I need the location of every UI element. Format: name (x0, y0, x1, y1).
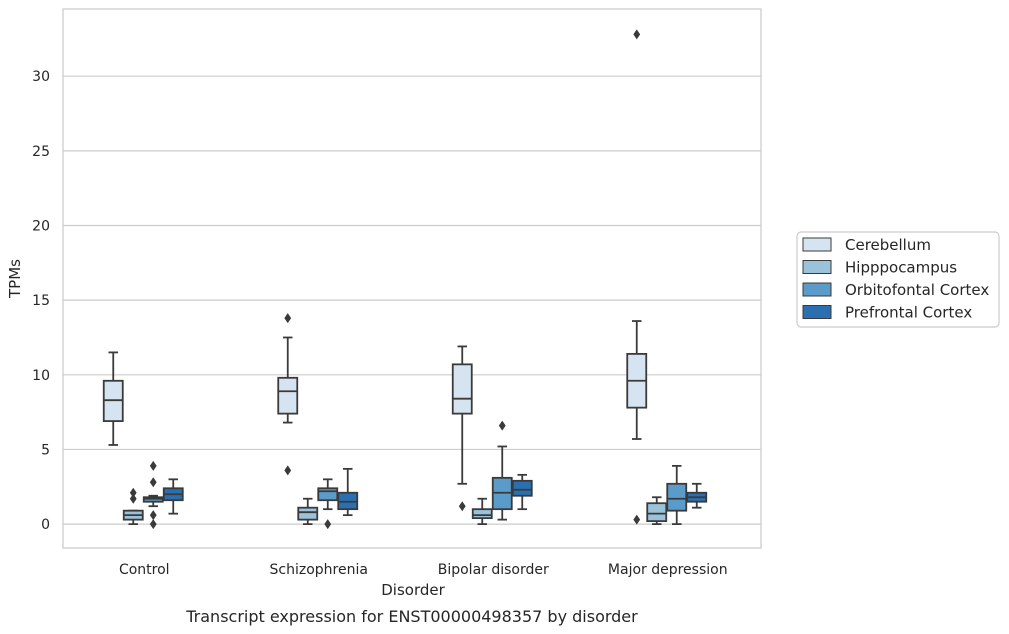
legend-label: Orbitofontal Cortex (845, 281, 989, 299)
y-tick-label: 5 (41, 442, 50, 458)
legend-swatch (802, 237, 832, 252)
outlier-point (129, 493, 137, 504)
x-tick-label: Control (119, 562, 170, 578)
box-iqr (666, 482, 688, 512)
y-tick-labels: 0 5 10 15 20 25 30 (32, 69, 50, 533)
outlier-point (149, 519, 157, 530)
box-orbitofontal-cortex (491, 420, 513, 521)
legend: Cerebellum Hipppocampus Orbitofontal Corte… (796, 231, 1000, 328)
box-hipppocampus (646, 496, 668, 526)
x-tick-label: Major depression (608, 562, 728, 578)
outlier-point (149, 460, 157, 471)
legend-label: Prefrontal Cortex (845, 304, 972, 322)
plot-frame (62, 8, 762, 549)
box-hipppocampus (297, 497, 319, 526)
legend-swatch (802, 260, 832, 274)
y-tick-label: 20 (32, 218, 50, 234)
outlier-point (458, 501, 466, 512)
boxes (102, 29, 708, 530)
y-tick-label: 0 (41, 517, 50, 533)
box-iqr (277, 376, 299, 415)
box-orbitofontal-cortex (317, 478, 339, 530)
box-iqr (646, 502, 668, 523)
box-prefrontal-cortex (511, 473, 533, 511)
y-tick-label: 10 (32, 368, 50, 384)
chart-caption: Transcript expression for ENST0000049835… (185, 607, 638, 626)
box-prefrontal-cortex (162, 478, 184, 515)
outlier-point (149, 477, 157, 488)
y-tick-label: 15 (32, 293, 50, 309)
outlier-point (284, 465, 292, 476)
outlier-point (633, 29, 641, 40)
legend-label: Hipppocampus (845, 259, 957, 277)
x-axis-label: Disorder (381, 581, 445, 599)
outlier-point (633, 514, 641, 525)
box-iqr (451, 363, 473, 415)
outlier-point (284, 313, 292, 324)
box-orbitofontal-cortex (142, 460, 164, 530)
y-tick-label: 25 (32, 144, 50, 160)
legend-swatch (802, 282, 832, 297)
box-hipppocampus (471, 497, 493, 526)
gridlines (63, 75, 761, 525)
outlier-point (149, 510, 157, 521)
box-hipppocampus (122, 487, 144, 526)
outlier-point (498, 420, 506, 431)
box-orbitofontal-cortex (666, 464, 688, 526)
box-iqr (317, 487, 339, 502)
x-tick-label: Bipolar disorder (438, 562, 549, 578)
box-cerebellum (102, 351, 124, 446)
box-iqr (511, 479, 533, 497)
y-axis-label: TPMs (6, 259, 24, 299)
legend-swatch (802, 305, 832, 319)
box-cerebellum (277, 313, 299, 476)
x-tick-label: Schizophrenia (270, 562, 368, 578)
legend-frame (796, 231, 1000, 328)
outlier-point (324, 519, 332, 530)
outlier-point (129, 487, 137, 498)
box-cerebellum (451, 345, 473, 512)
y-tick-label: 30 (32, 69, 50, 85)
legend-label: Cerebellum (845, 236, 931, 254)
box-prefrontal-cortex (337, 467, 359, 517)
x-tick-labels: Control Schizophrenia Bipolar disorder Majo… (119, 562, 728, 578)
box-cerebellum (626, 29, 648, 525)
box-iqr (471, 508, 493, 520)
box-prefrontal-cortex (686, 482, 708, 509)
box-iqr (297, 506, 319, 521)
